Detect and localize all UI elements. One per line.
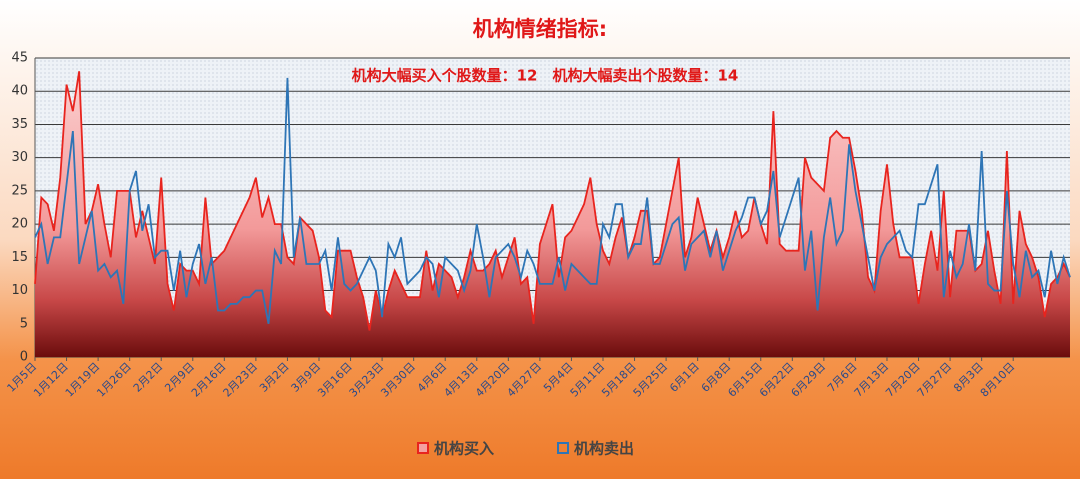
legend: 机构买入 机构卖出 xyxy=(417,440,634,458)
legend-label: 机构买入 xyxy=(434,440,494,458)
y-tick-label: 25 xyxy=(11,183,28,198)
y-tick-label: 45 xyxy=(11,51,28,66)
y-tick-label: 0 xyxy=(20,350,28,365)
legend-swatch xyxy=(417,442,429,454)
y-tick-label: 15 xyxy=(11,250,28,265)
line xyxy=(34,77,1071,324)
y-tick-label: 20 xyxy=(11,217,28,232)
line xyxy=(34,71,1071,331)
y-tick-label: 40 xyxy=(11,84,28,99)
y-tick-label: 35 xyxy=(11,117,28,132)
chart-subtitle: 机构大幅买入个股数量：12 机构大幅卖出个股数量：14 xyxy=(352,67,739,85)
legend-label: 机构卖出 xyxy=(574,440,634,458)
legend-swatch xyxy=(557,442,569,454)
y-tick-label: 10 xyxy=(11,283,28,298)
y-tick-label: 30 xyxy=(11,150,28,165)
y-tick-label: 5 xyxy=(20,316,28,331)
chart-title: 机构情绪指标: xyxy=(473,17,607,41)
